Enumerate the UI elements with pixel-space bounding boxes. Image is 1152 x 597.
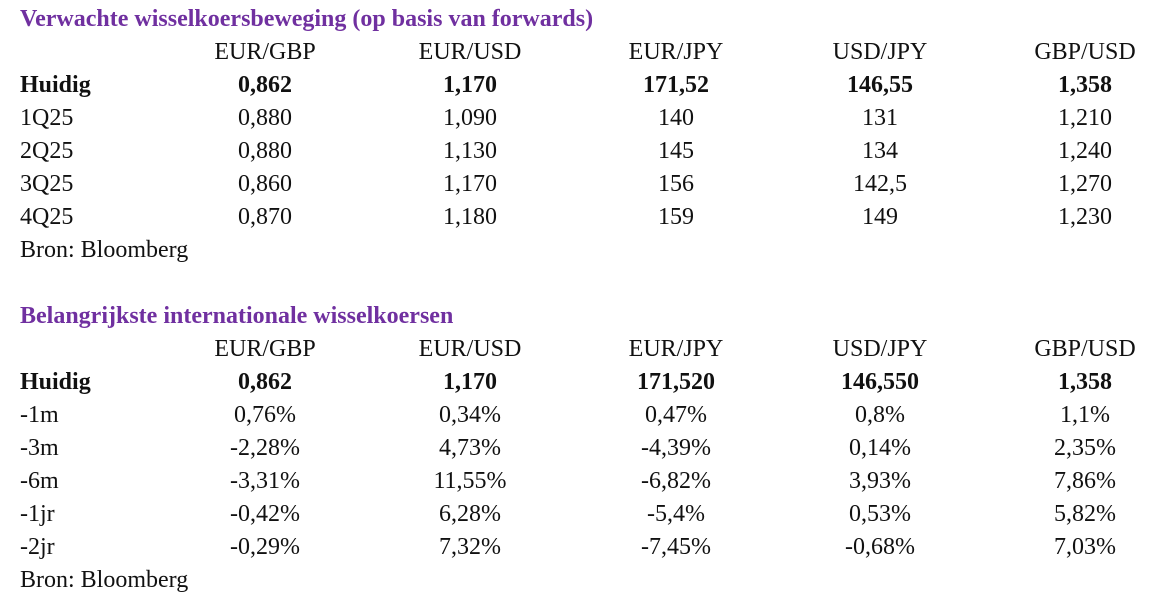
- column-header: EUR/GBP: [214, 336, 316, 362]
- table-cell: 11,55%: [433, 468, 507, 494]
- table-cell: 146,55: [847, 72, 913, 98]
- table-cell: 0,880: [238, 105, 292, 131]
- row-label: -1m: [20, 402, 59, 428]
- column-header: USD/JPY: [832, 39, 928, 65]
- table-cell: 7,32%: [439, 534, 501, 560]
- table-cell: 140: [658, 105, 694, 131]
- table-cell: 0,8%: [855, 402, 905, 428]
- column-header: EUR/USD: [418, 336, 522, 362]
- table-cell: 1,170: [443, 369, 497, 395]
- row-label: -1jr: [20, 501, 55, 527]
- table-cell: 3,93%: [849, 468, 911, 494]
- table-cell: -7,45%: [641, 534, 711, 560]
- table-cell: 1,240: [1058, 138, 1112, 164]
- table-cell: -5,4%: [647, 501, 705, 527]
- table-cell: 5,82%: [1054, 501, 1116, 527]
- table-cell: 145: [658, 138, 694, 164]
- row-label: -6m: [20, 468, 59, 494]
- table-cell: 0,880: [238, 138, 292, 164]
- table-cell: 131: [862, 105, 898, 131]
- table-cell: 0,47%: [645, 402, 707, 428]
- column-header: GBP/USD: [1034, 39, 1136, 65]
- table-cell: -0,68%: [845, 534, 915, 560]
- table-cell: 0,862: [238, 72, 292, 98]
- table-title: Verwachte wisselkoersbeweging (op basis …: [20, 6, 594, 32]
- table-cell: 7,86%: [1054, 468, 1116, 494]
- table-cell: 0,870: [238, 204, 292, 230]
- table-cell: -6,82%: [641, 468, 711, 494]
- table-cell: -0,42%: [230, 501, 300, 527]
- table-cell: 0,76%: [234, 402, 296, 428]
- table-cell: 0,860: [238, 171, 292, 197]
- table-cell: 159: [658, 204, 694, 230]
- table-cell: 171,520: [637, 369, 715, 395]
- row-label: 2Q25: [20, 138, 74, 164]
- table-cell: 0,862: [238, 369, 292, 395]
- row-label: 4Q25: [20, 204, 74, 230]
- table-cell: 2,35%: [1054, 435, 1116, 461]
- table-cell: 6,28%: [439, 501, 501, 527]
- table-cell: 1,130: [443, 138, 497, 164]
- table-cell: 1,358: [1058, 72, 1112, 98]
- column-header: EUR/GBP: [214, 39, 316, 65]
- column-header: EUR/USD: [418, 39, 522, 65]
- table-cell: 1,180: [443, 204, 497, 230]
- table-cell: 1,1%: [1060, 402, 1110, 428]
- source-note: Bron: Bloomberg: [20, 567, 189, 593]
- table-cell: 1,170: [443, 171, 497, 197]
- row-label: 1Q25: [20, 105, 74, 131]
- column-header: USD/JPY: [832, 336, 928, 362]
- table-cell: 0,34%: [439, 402, 501, 428]
- table-cell: 134: [862, 138, 898, 164]
- table-cell: 171,52: [643, 72, 709, 98]
- table-cell: 149: [862, 204, 898, 230]
- table-cell: 0,14%: [849, 435, 911, 461]
- table-title: Belangrijkste internationale wisselkoers…: [20, 303, 454, 329]
- source-note: Bron: Bloomberg: [20, 237, 189, 263]
- table-cell: 146,550: [841, 369, 919, 395]
- row-label: Huidig: [20, 72, 91, 98]
- table-cell: 4,73%: [439, 435, 501, 461]
- table-cell: 1,270: [1058, 171, 1112, 197]
- row-label: -3m: [20, 435, 59, 461]
- column-header: EUR/JPY: [628, 39, 724, 65]
- table-cell: 1,230: [1058, 204, 1112, 230]
- table-cell: 156: [658, 171, 694, 197]
- column-header: GBP/USD: [1034, 336, 1136, 362]
- table-cell: 7,03%: [1054, 534, 1116, 560]
- table-cell: 1,358: [1058, 369, 1112, 395]
- table-cell: 1,090: [443, 105, 497, 131]
- row-label: Huidig: [20, 369, 91, 395]
- column-header: EUR/JPY: [628, 336, 724, 362]
- table-cell: -2,28%: [230, 435, 300, 461]
- table-cell: -0,29%: [230, 534, 300, 560]
- row-label: 3Q25: [20, 171, 74, 197]
- table-cell: 1,210: [1058, 105, 1112, 131]
- table-cell: 1,170: [443, 72, 497, 98]
- row-label: -2jr: [20, 534, 55, 560]
- table-cell: -4,39%: [641, 435, 711, 461]
- table-cell: 142,5: [853, 171, 907, 197]
- table-cell: 0,53%: [849, 501, 911, 527]
- table-cell: -3,31%: [230, 468, 300, 494]
